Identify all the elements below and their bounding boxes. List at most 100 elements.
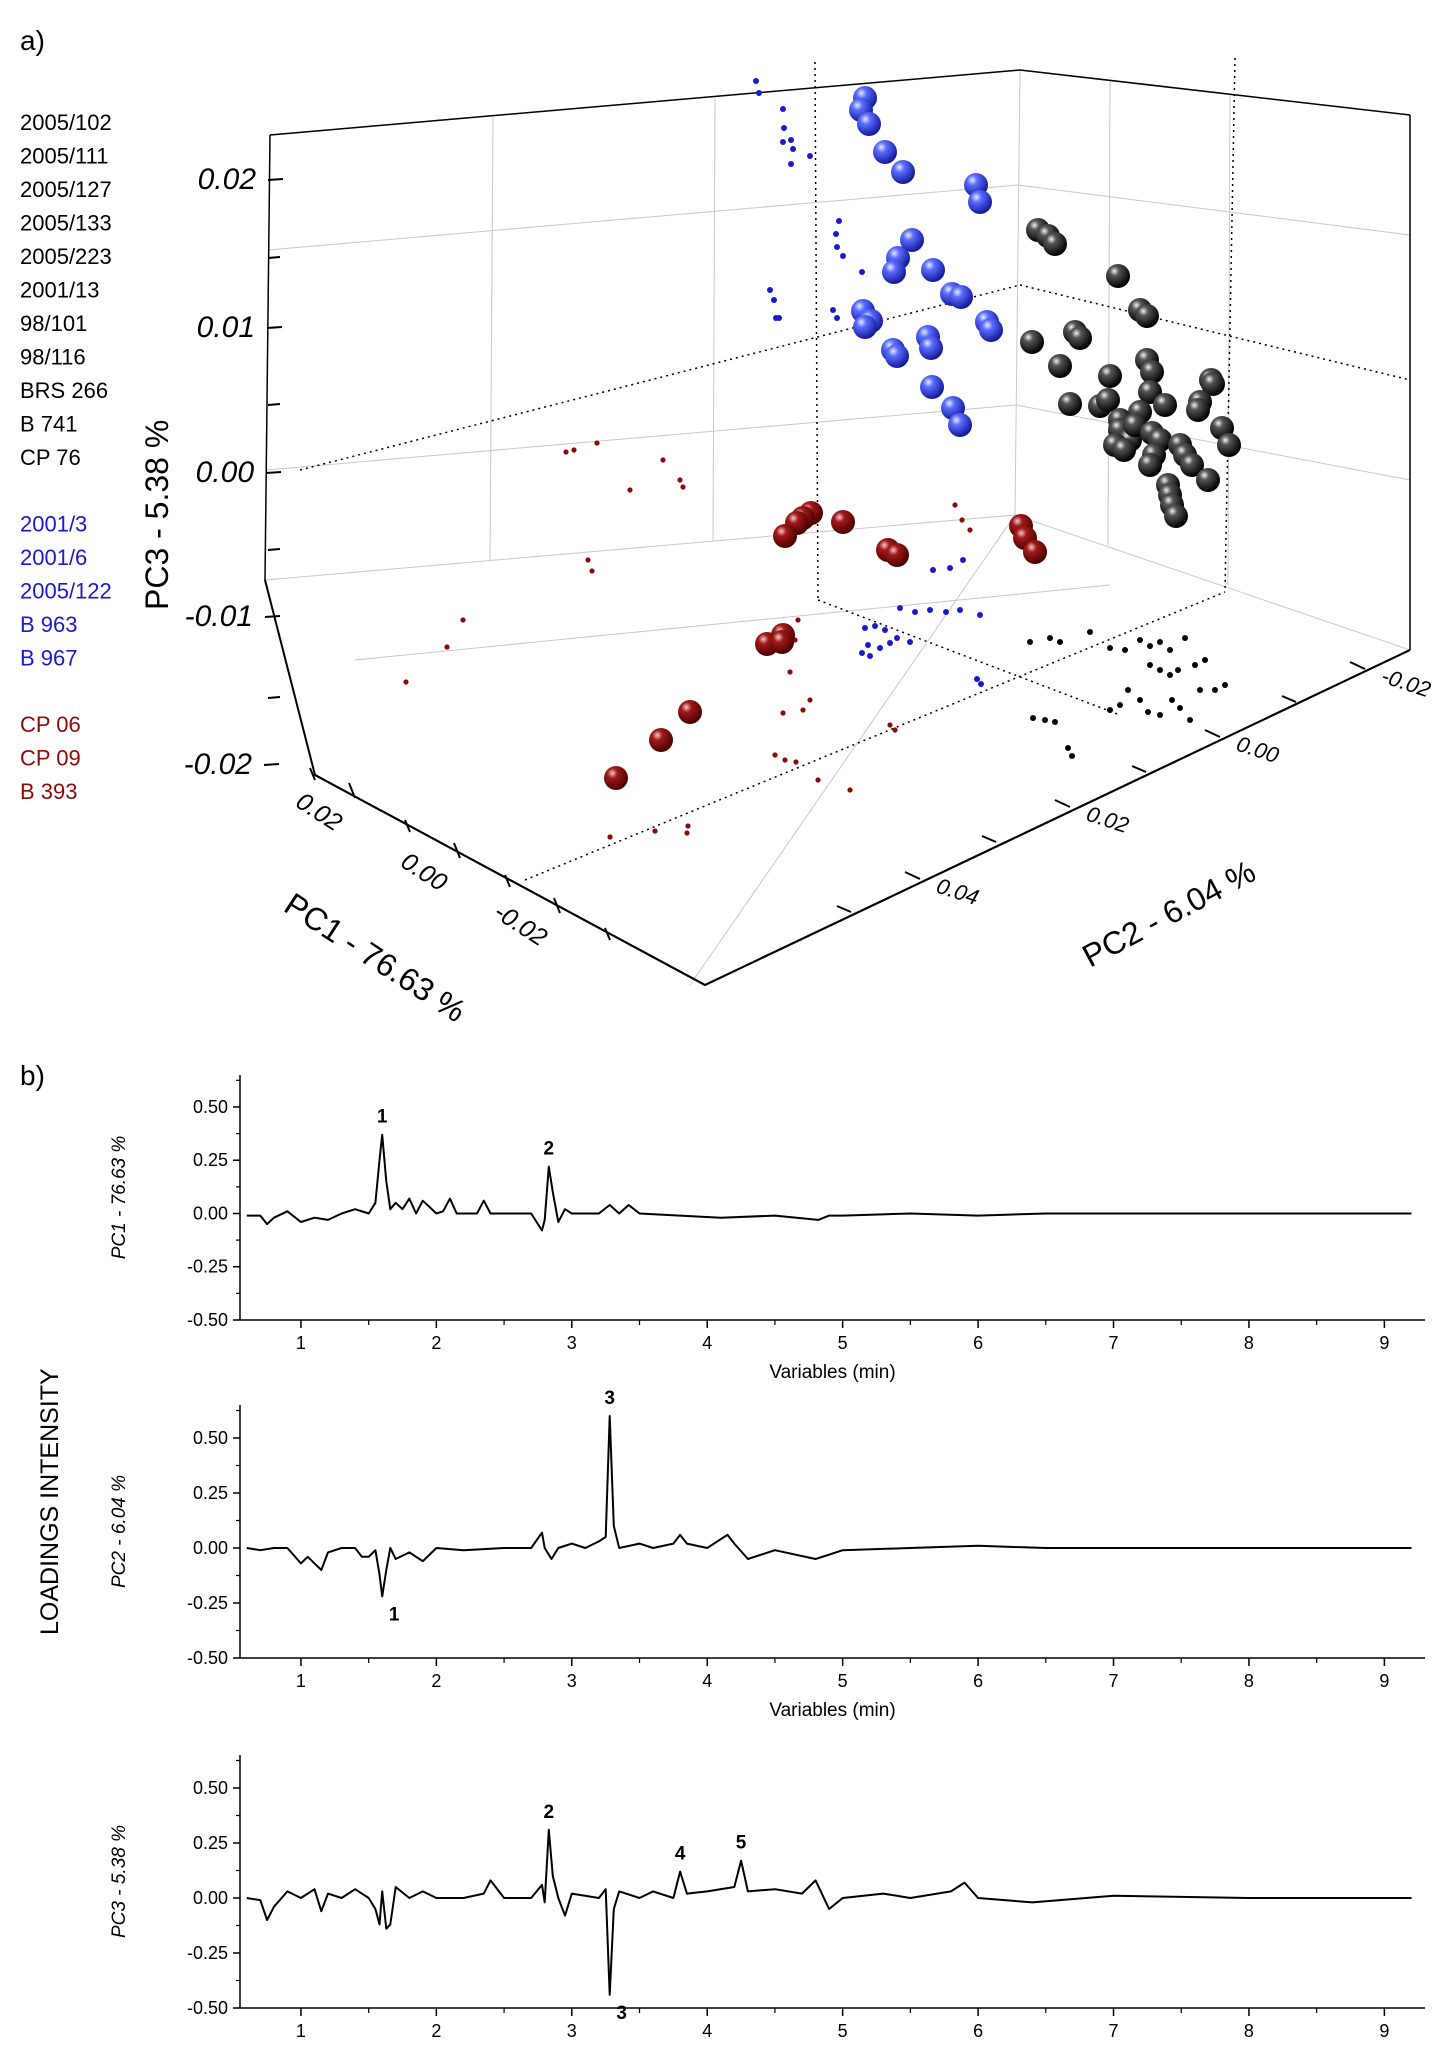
scatter-point-projection bbox=[957, 607, 963, 613]
x-tick-label: 6 bbox=[973, 1333, 983, 1353]
scatter-point-sphere bbox=[919, 336, 943, 360]
scatter-point-sphere bbox=[885, 344, 909, 368]
scatter-point-projection bbox=[589, 568, 595, 574]
scatter-point-sphere bbox=[1196, 468, 1220, 492]
y-tick-label: -0.25 bbox=[187, 1593, 228, 1613]
scatter-point-projection bbox=[660, 457, 666, 463]
scatter-point-projection bbox=[780, 710, 786, 716]
y-axis-title: PC3 - 5.38 % bbox=[109, 1825, 130, 1938]
loadings-panel-3: -0.50 -0.25 0.00 0.25 0.50 1 2 3 4 5 6 7 8 9 PC3 - 5.3… bbox=[109, 1755, 1425, 2041]
scatter-point-projection bbox=[781, 125, 787, 131]
scatter-point-projection bbox=[1197, 687, 1203, 693]
scatter-point-projection bbox=[793, 759, 799, 765]
scatter-point-sphere bbox=[649, 728, 673, 752]
pca-3d-scatter: 0.02 0.01 0.00 -0.01 -0.02 0.02 0.00 -0.02 0.0… bbox=[139, 57, 1434, 1030]
x-tick-label: 4 bbox=[702, 2021, 712, 2041]
scatter-point-projection bbox=[772, 752, 778, 758]
scatter-point-sphere bbox=[1096, 388, 1120, 412]
scatter-point-projection bbox=[1042, 717, 1048, 723]
scatter-point-sphere bbox=[948, 413, 972, 437]
scatter-point-projection bbox=[887, 640, 893, 646]
projection-lines bbox=[299, 57, 1411, 881]
scatter-point-sphere bbox=[1112, 438, 1136, 462]
y-tick-label: -0.50 bbox=[187, 1310, 228, 1330]
z-tick-label: 0.01 bbox=[197, 311, 255, 344]
peak-label: 2 bbox=[543, 1139, 554, 1160]
box-frame bbox=[264, 69, 1411, 650]
scatter-point-projection bbox=[594, 440, 600, 446]
scatter-point-projection bbox=[767, 287, 773, 293]
scatter-point-projection bbox=[1137, 697, 1143, 703]
x-axis-title: PC1 - 76.63 % bbox=[278, 886, 472, 1030]
scatter-point-projection bbox=[790, 146, 796, 152]
scatter-point-projection bbox=[771, 297, 777, 303]
legend-entry: CP 09 bbox=[20, 746, 81, 771]
grid-line bbox=[354, 584, 1111, 661]
y-minor-tick bbox=[836, 905, 852, 913]
z-tick-label: 0.00 bbox=[196, 456, 255, 489]
legend-entry: CP 76 bbox=[20, 445, 81, 470]
scatter-point-projection bbox=[959, 517, 965, 523]
y-minor-tick bbox=[1281, 695, 1297, 703]
grid-line bbox=[267, 184, 1019, 251]
legend-entry: 2005/133 bbox=[20, 211, 112, 236]
scatter-point-sphere bbox=[773, 524, 797, 548]
scatter-point-sphere bbox=[968, 190, 992, 214]
floor-frame bbox=[264, 579, 1411, 987]
scatter-point-projection bbox=[867, 653, 873, 659]
y-tick-label: 0.50 bbox=[193, 1778, 228, 1798]
scatter-point-projection bbox=[877, 645, 883, 651]
scatter-point-projection bbox=[967, 527, 973, 533]
scatter-point-projection bbox=[1175, 667, 1181, 673]
z-axis-ticks: 0.02 0.01 0.00 -0.01 -0.02 bbox=[184, 163, 284, 781]
z-tick-label: -0.01 bbox=[185, 600, 253, 633]
scatter-point-projection bbox=[1047, 635, 1053, 641]
x-tick-label: 9 bbox=[1379, 1671, 1389, 1691]
scatter-point-projection bbox=[1212, 687, 1218, 693]
legend-entry: BRS 266 bbox=[20, 378, 108, 403]
peak-label: 1 bbox=[377, 1107, 388, 1128]
scatter-point-sphere bbox=[1201, 372, 1225, 396]
scatter-point-sphere bbox=[1106, 264, 1130, 288]
legend-entry: 2001/6 bbox=[20, 545, 87, 570]
scatter-point-projection bbox=[947, 565, 953, 571]
y-axis-title: PC1 - 76.63 % bbox=[109, 1136, 130, 1260]
x-tick-label: 3 bbox=[567, 1333, 577, 1353]
scatter-point-sphere bbox=[1153, 393, 1177, 417]
scatter-point-projection bbox=[1137, 637, 1143, 643]
loadings-panels: -0.50 -0.25 0.00 0.25 0.50 1 2 3 4 5 6 7 8 9 Variables… bbox=[109, 1075, 1425, 2041]
scatter-point-projection bbox=[684, 830, 690, 836]
x-tick-label: 4 bbox=[702, 1333, 712, 1353]
projection-line bbox=[817, 599, 1121, 716]
y-tick-label: 0.25 bbox=[193, 1833, 228, 1853]
scatter-point-sphere bbox=[853, 315, 877, 339]
loadings-panel-1: -0.50 -0.25 0.00 0.25 0.50 1 2 3 4 5 6 7 8 9 Variables… bbox=[109, 1075, 1425, 1383]
z-tick bbox=[264, 615, 281, 618]
y-tick-label: 0.00 bbox=[193, 1538, 228, 1558]
scatter-point-projection bbox=[773, 315, 779, 321]
scatter-point-projection bbox=[1157, 639, 1163, 645]
x-tick-label: 0.00 bbox=[396, 847, 452, 897]
scatter-point-projection bbox=[836, 218, 842, 224]
scatter-point-projection bbox=[627, 487, 633, 493]
legend-entry: 98/116 bbox=[20, 345, 86, 370]
y-tick-label: 0.00 bbox=[193, 1203, 228, 1223]
floor-edges bbox=[264, 579, 1411, 987]
scatter-point-sphere bbox=[604, 766, 628, 790]
x-minor-tick bbox=[504, 874, 511, 888]
scatter-point-projection bbox=[1122, 647, 1128, 653]
z-tick bbox=[263, 763, 280, 766]
scatter-point-projection bbox=[1065, 745, 1071, 751]
legend-entry: CP 06 bbox=[20, 712, 81, 737]
y-tick-label: -0.50 bbox=[187, 1648, 228, 1668]
loadings-panel-2: -0.50 -0.25 0.00 0.25 0.50 1 2 3 4 5 6 7 8 9 Variables… bbox=[109, 1388, 1425, 1721]
projection-line bbox=[524, 591, 1226, 881]
scatter-point-projection bbox=[607, 834, 613, 840]
x-tick-label: 8 bbox=[1244, 2021, 1254, 2041]
scatter-point-projection bbox=[840, 253, 846, 259]
panel-a-label: a) bbox=[20, 25, 45, 56]
y-tick-label: 0.50 bbox=[193, 1428, 228, 1448]
peak-label: 5 bbox=[736, 1833, 747, 1854]
x-tick-label: 9 bbox=[1379, 1333, 1389, 1353]
x-axis-title: Variables (min) bbox=[769, 1362, 895, 1383]
